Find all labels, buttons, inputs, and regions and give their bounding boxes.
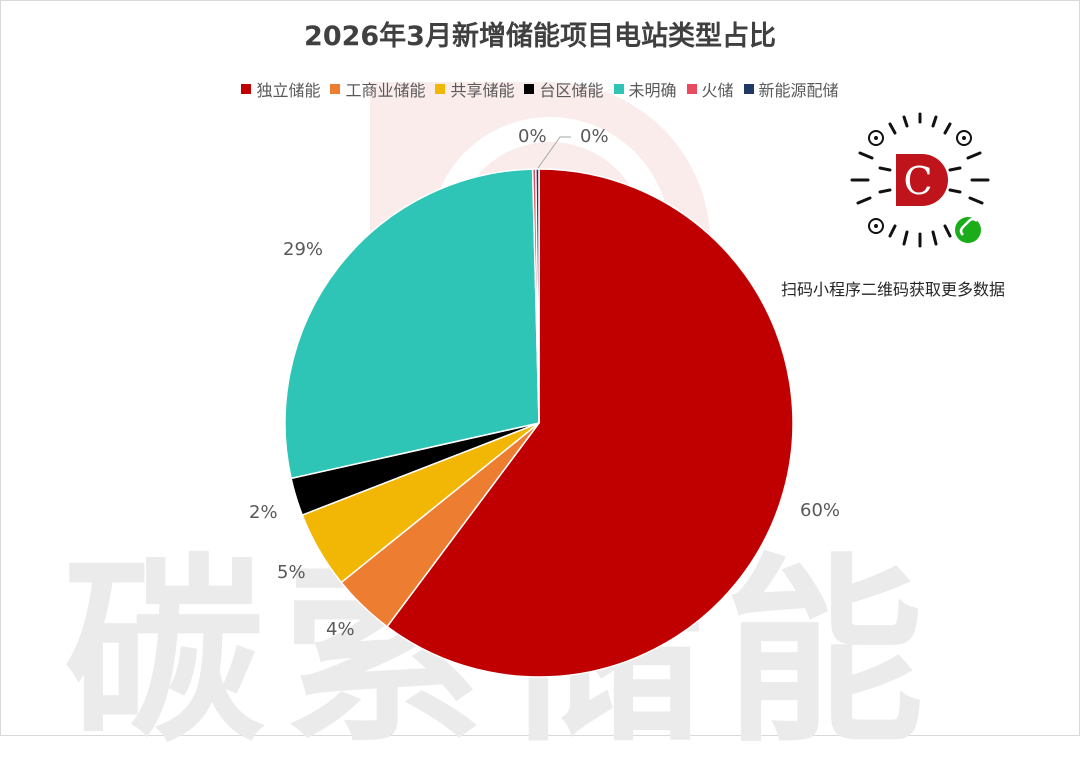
data-label-thermal: 0%: [518, 126, 547, 147]
legend-item-renewable: 新能源配储: [743, 77, 839, 101]
pie-chart: [284, 168, 794, 678]
qr-code-icon[interactable]: C: [840, 108, 1000, 256]
legend-label: 共享储能: [450, 81, 515, 100]
legend: 独立储能 工商业储能 共享储能 台区储能 未明确 火储 新能源配储: [0, 77, 1080, 101]
legend-item-unspecified: 未明确: [613, 77, 677, 101]
legend-item-district: 台区储能: [524, 77, 604, 101]
chart-title: 2026年3月新增储能项目电站类型占比: [304, 21, 776, 52]
pie-slice: [284, 168, 540, 480]
pie-slice: [535, 168, 540, 424]
legend-item-independent: 独立储能: [241, 77, 320, 101]
data-label-renewable: 0%: [580, 126, 609, 147]
legend-swatch-icon: [241, 84, 252, 94]
legend-label: 新能源配储: [758, 81, 839, 100]
legend-item-thermal: 火储: [686, 77, 734, 101]
legend-swatch-icon: [743, 84, 754, 94]
pie-slice: [386, 168, 794, 678]
legend-item-shared: 共享储能: [435, 77, 514, 101]
legend-label: 火储: [701, 81, 734, 100]
legend-label: 独立储能: [256, 81, 321, 100]
legend-swatch-icon: [330, 84, 341, 94]
qr-caption: 扫码小程序二维码获取更多数据: [781, 280, 1006, 299]
leader-line: [537, 136, 571, 169]
svg-text:C: C: [903, 159, 932, 203]
legend-swatch-icon: [435, 84, 446, 94]
legend-swatch-icon: [524, 84, 535, 94]
data-label-independent: 60%: [800, 500, 841, 521]
legend-label: 未明确: [628, 81, 677, 100]
data-label-district: 2%: [249, 502, 278, 523]
data-label-unspecified: 29%: [283, 239, 324, 260]
legend-label: 台区储能: [539, 81, 604, 100]
legend-label: 工商业储能: [345, 81, 426, 100]
legend-swatch-icon: [686, 84, 697, 94]
legend-swatch-icon: [613, 84, 624, 94]
data-label-commercial: 4%: [326, 619, 355, 640]
legend-item-commercial: 工商业储能: [330, 77, 425, 101]
data-label-shared: 5%: [277, 562, 306, 583]
